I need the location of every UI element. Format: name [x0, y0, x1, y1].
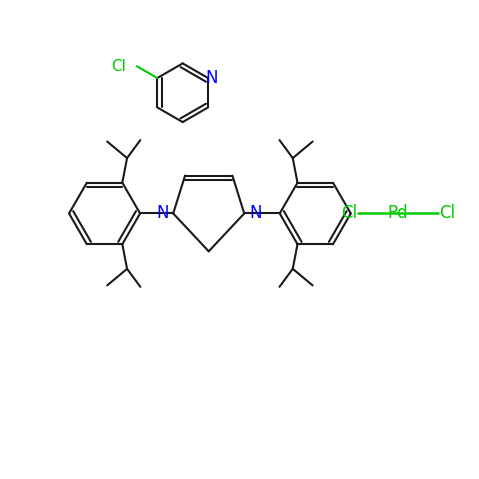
Text: Cl: Cl: [112, 59, 126, 74]
Text: Cl: Cl: [341, 205, 357, 222]
Text: N: N: [205, 69, 218, 87]
Text: Pd: Pd: [388, 205, 409, 222]
Text: N: N: [249, 205, 262, 222]
Text: Cl: Cl: [439, 205, 456, 222]
Text: N: N: [156, 205, 169, 222]
